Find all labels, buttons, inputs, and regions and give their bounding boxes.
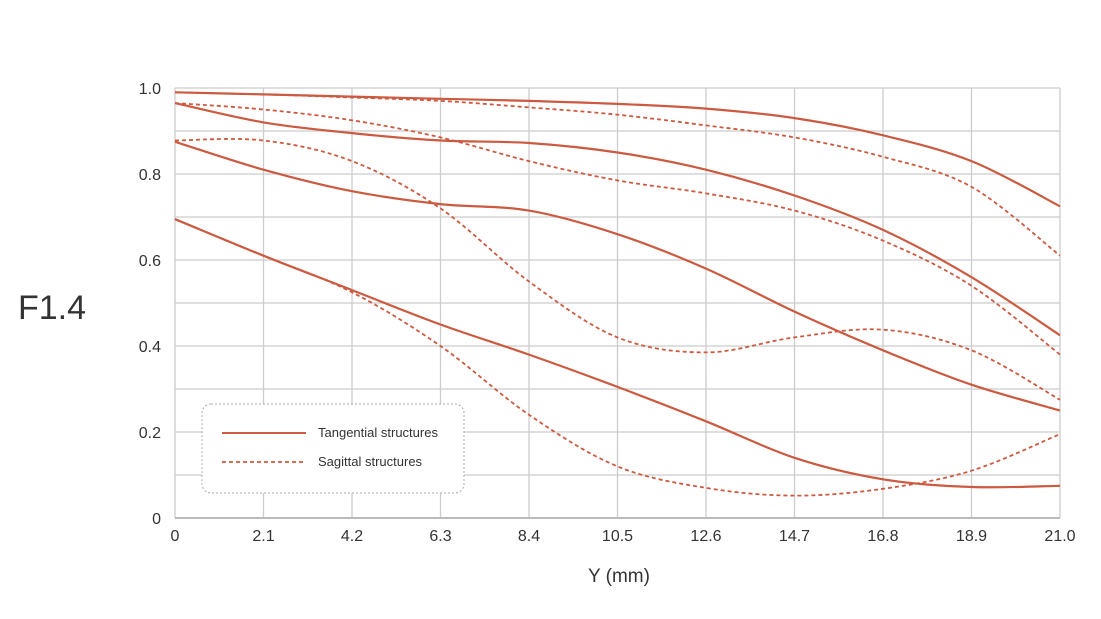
x-tick-label: 18.9 bbox=[956, 528, 987, 545]
y-tick-label: 0.8 bbox=[139, 167, 161, 184]
x-tick-label: 14.7 bbox=[779, 528, 810, 545]
x-axis-ticks: 0 2.1 4.2 6.3 8.4 10.5 12.6 14.7 16.8 18.9 21.0 bbox=[171, 528, 1076, 545]
x-tick-label: 21.0 bbox=[1044, 528, 1075, 545]
y-axis-ticks: 0 0.2 0.4 0.6 0.8 1.0 bbox=[139, 81, 161, 528]
grid bbox=[174, 87, 1061, 519]
x-tick-label: 2.1 bbox=[252, 528, 274, 545]
x-tick-label: 0 bbox=[171, 528, 180, 545]
sagittal-curve-3 bbox=[174, 102, 1061, 356]
x-tick-label: 10.5 bbox=[602, 528, 633, 545]
x-tick-label: 16.8 bbox=[867, 528, 898, 545]
sagittal-curve-1 bbox=[174, 91, 1061, 257]
series-lines bbox=[174, 91, 1061, 497]
x-axis-label: Y (mm) bbox=[588, 566, 650, 587]
legend-box bbox=[201, 403, 465, 494]
legend-label-tangential: Tangential structures bbox=[318, 425, 438, 440]
legend-label-sagittal: Sagittal structures bbox=[318, 454, 423, 469]
x-tick-label: 6.3 bbox=[429, 528, 451, 545]
chart-title: F1.4 bbox=[18, 289, 86, 327]
x-tick-label: 4.2 bbox=[341, 528, 363, 545]
y-tick-label: 0.6 bbox=[139, 253, 161, 270]
tangential-curve-2 bbox=[174, 102, 1061, 337]
x-tick-label: 8.4 bbox=[518, 528, 540, 545]
legend: Tangential structures Sagittal structure… bbox=[201, 403, 465, 494]
y-tick-label: 0.2 bbox=[139, 425, 161, 442]
y-tick-label: 0 bbox=[152, 511, 161, 528]
y-tick-label: 1.0 bbox=[139, 81, 161, 98]
x-tick-label: 12.6 bbox=[690, 528, 721, 545]
sagittal-curve-7 bbox=[174, 218, 1061, 497]
y-tick-label: 0.4 bbox=[139, 339, 161, 356]
sagittal-curve-5 bbox=[174, 138, 1061, 401]
tangential-curve-4 bbox=[174, 140, 1061, 412]
